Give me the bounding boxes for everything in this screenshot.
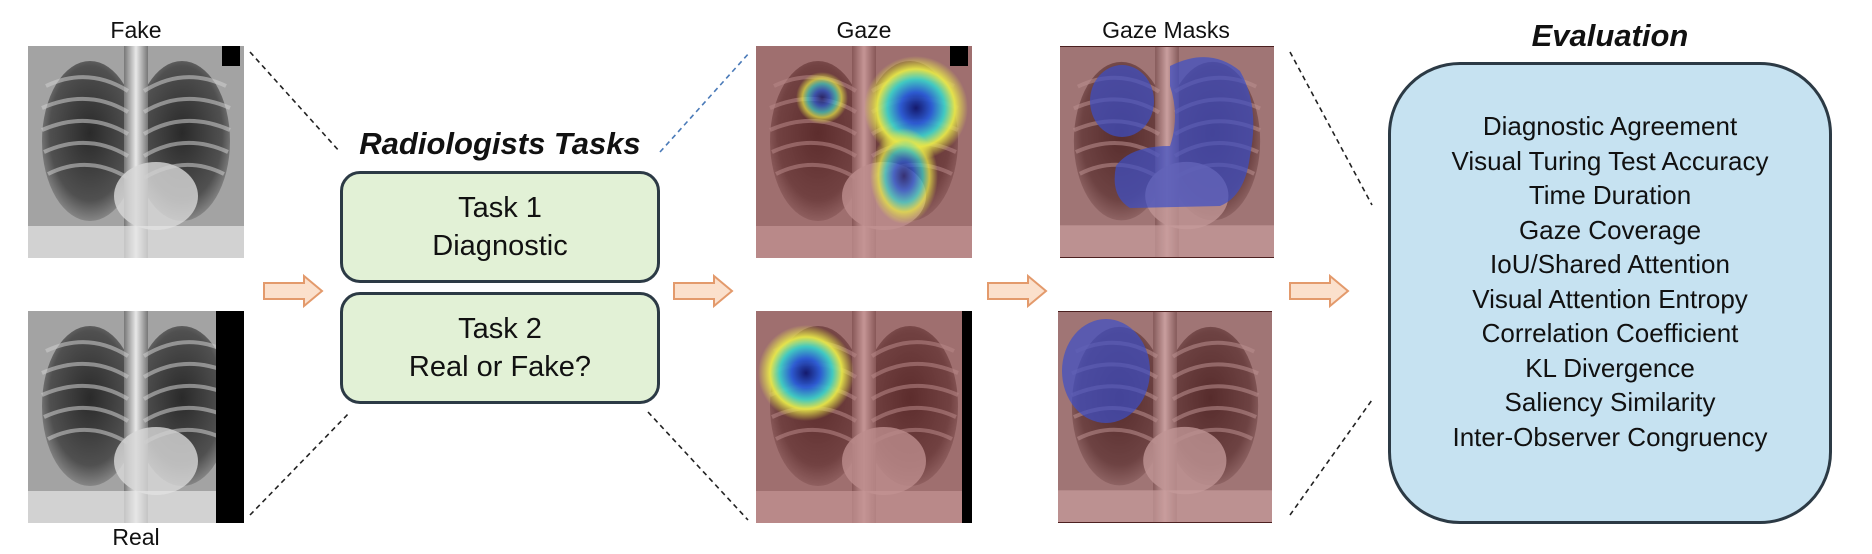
gaze-masks-label: Gaze Masks [1102,17,1230,43]
metric-diagnostic-agreement: Diagnostic Agreement [1482,111,1738,141]
task-2-box: Task 2 Real or Fake? [340,292,660,404]
fake-label: Fake [110,17,162,43]
gaze-heatmap-real [756,311,972,523]
arrow-3-icon [987,273,1048,309]
real-label: Real [112,524,160,550]
connector-tasks-to-gaze-top [659,51,751,153]
metric-visual-turing-test-accuracy: Visual Turing Test Accuracy [1451,145,1769,176]
task-1-description: Diagnostic [432,230,568,262]
gaze-mask-fake [1060,46,1274,258]
gaze-mask-real [1058,311,1272,523]
arrow-2-icon [673,273,734,309]
gaze-label: Gaze [836,17,892,43]
metric-kl-divergence: KL Divergence [1525,352,1695,383]
gaze-heatmap-fake [756,46,972,258]
metric-saliency-similarity: Saliency Similarity [1504,387,1716,417]
metric-inter-observer-congruency: Inter-Observer Congruency [1452,421,1768,452]
arrow-1-icon [263,273,324,309]
metric-time-duration: Time Duration [1528,180,1692,210]
task-2-title: Task 2 [458,313,542,345]
metric-iou-shared-attention: IoU/Shared Attention [1490,249,1730,279]
fake-xray-image [28,46,244,258]
connector-masks-bottom-to-eval [1289,399,1373,516]
metric-correlation-coefficient: Correlation Coefficient [1481,318,1739,348]
task-1-box: Task 1 Diagnostic [340,171,660,283]
metric-visual-attention-entropy: Visual Attention Entropy [1472,283,1748,314]
real-xray-image [28,311,244,523]
connector-tasks-to-gaze-bottom [647,411,749,521]
task-1-title: Task 1 [458,192,542,224]
metric-gaze-coverage: Gaze Coverage [1518,214,1702,245]
task-2-description: Real or Fake? [408,351,592,383]
tasks-title: Radiologists Tasks [359,126,641,161]
connector-masks-top-to-eval [1289,51,1373,206]
evaluation-box: Diagnostic Agreement Visual Turing Test … [1388,62,1832,524]
connector-real-to-tasks [249,411,351,516]
evaluation-title: Evaluation [1531,18,1689,53]
arrow-4-icon [1289,273,1350,309]
connector-fake-to-tasks [249,51,341,153]
